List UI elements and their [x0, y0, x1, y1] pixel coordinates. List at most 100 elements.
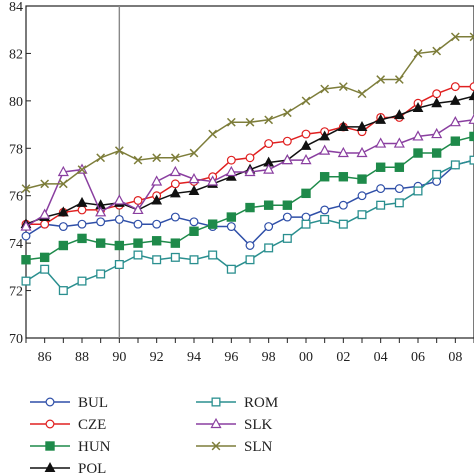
data-point-hun — [226, 212, 237, 222]
data-point-hun — [413, 148, 423, 158]
data-point-rom — [152, 255, 162, 265]
data-point-slk — [468, 113, 474, 124]
data-point-pol — [356, 120, 368, 131]
data-point-sln — [114, 146, 124, 156]
data-point-sln — [208, 129, 218, 139]
y-tick-label: 76 — [9, 190, 23, 205]
data-point-hun — [170, 238, 181, 248]
data-point-rom — [301, 219, 311, 229]
data-point-bul — [264, 222, 274, 231]
legend-label-sln: SLN — [244, 439, 273, 455]
y-tick-label: 72 — [9, 285, 23, 300]
data-point-hun — [319, 172, 330, 182]
legend-marker-sln — [211, 441, 221, 451]
data-point-hun — [282, 200, 293, 210]
legend-marker-pol — [44, 462, 56, 472]
data-point-slk — [20, 220, 32, 231]
data-point-sln — [96, 153, 106, 163]
x-tick-label: 96 — [224, 350, 238, 365]
series-sln — [21, 32, 474, 193]
legend-label-pol: POL — [78, 461, 106, 474]
data-point-rom — [469, 155, 474, 165]
data-point-sln — [450, 32, 460, 42]
data-point-rom — [282, 233, 292, 243]
data-point-pol — [169, 187, 181, 198]
data-point-hun — [450, 136, 461, 146]
data-point-rom — [208, 250, 218, 260]
data-point-sln — [394, 75, 404, 84]
data-point-slk — [356, 146, 368, 158]
data-point-hun — [207, 219, 218, 229]
data-point-pol — [375, 113, 387, 124]
data-point-bul — [226, 222, 236, 231]
data-point-cze — [282, 136, 292, 146]
x-tick-label: 00 — [299, 350, 313, 365]
data-point-slk — [132, 203, 144, 215]
x-tick-label: 98 — [262, 350, 276, 365]
data-point-sln — [469, 32, 474, 42]
data-point-pol — [431, 97, 443, 108]
data-point-rom — [133, 250, 143, 260]
data-point-pol — [319, 130, 331, 141]
data-point-pol — [412, 102, 424, 112]
legend-marker-rom — [211, 397, 221, 407]
data-point-hun — [431, 148, 442, 158]
data-point-rom — [21, 276, 31, 286]
data-point-sln — [376, 75, 386, 84]
data-point-slk — [319, 144, 331, 155]
data-point-bul — [170, 212, 180, 222]
data-point-bul — [152, 219, 162, 229]
legend-label-slk: SLK — [244, 417, 273, 433]
legend-marker-cze — [45, 419, 55, 429]
data-point-bul — [133, 219, 143, 229]
data-point-bul — [376, 184, 386, 194]
data-point-cze — [170, 179, 180, 189]
y-tick-label: 82 — [9, 47, 23, 62]
data-point-sln — [152, 153, 162, 163]
x-tick-label: 02 — [336, 350, 350, 365]
data-point-cze — [77, 205, 87, 215]
data-point-hun — [245, 202, 255, 213]
y-tick-label: 74 — [9, 237, 23, 252]
data-point-hun — [338, 172, 349, 182]
data-point-sln — [264, 115, 274, 125]
series-slk — [20, 113, 474, 231]
data-point-bul — [77, 219, 87, 229]
data-point-slk — [431, 127, 443, 139]
series-hun — [21, 131, 474, 265]
data-point-cze — [469, 82, 474, 92]
data-point-pol — [449, 94, 461, 105]
data-point-rom — [320, 214, 330, 224]
y-tick-label: 70 — [9, 332, 23, 347]
data-point-pol — [337, 120, 349, 131]
data-point-cze — [245, 153, 255, 163]
data-point-pol — [57, 206, 69, 217]
data-point-bul — [114, 214, 124, 224]
data-point-hun — [133, 238, 143, 248]
legend-item-slk: SLK — [196, 417, 273, 433]
data-point-rom — [189, 255, 199, 265]
data-point-bul — [58, 222, 68, 231]
data-point-cze — [40, 219, 50, 229]
data-point-sln — [189, 148, 199, 158]
data-point-slk — [57, 165, 69, 177]
data-point-rom — [96, 269, 106, 279]
data-point-slk — [393, 137, 405, 148]
data-point-slk — [412, 130, 424, 141]
data-point-cze — [432, 89, 442, 99]
legend-item-pol: POL — [30, 461, 106, 474]
x-tick-label: 90 — [112, 350, 126, 365]
data-point-rom — [226, 264, 236, 274]
data-point-sln — [301, 96, 311, 106]
data-point-sln — [245, 117, 255, 127]
data-point-cze — [226, 155, 236, 165]
data-point-cze — [450, 82, 460, 92]
data-point-pol — [300, 139, 312, 150]
data-point-sln — [21, 184, 31, 193]
data-point-rom — [245, 255, 255, 265]
legend-item-sln: SLN — [196, 439, 273, 455]
legend-item-bul: BUL — [30, 395, 108, 411]
data-point-pol — [393, 109, 405, 120]
data-point-cze — [133, 196, 143, 205]
data-point-slk — [281, 153, 293, 165]
